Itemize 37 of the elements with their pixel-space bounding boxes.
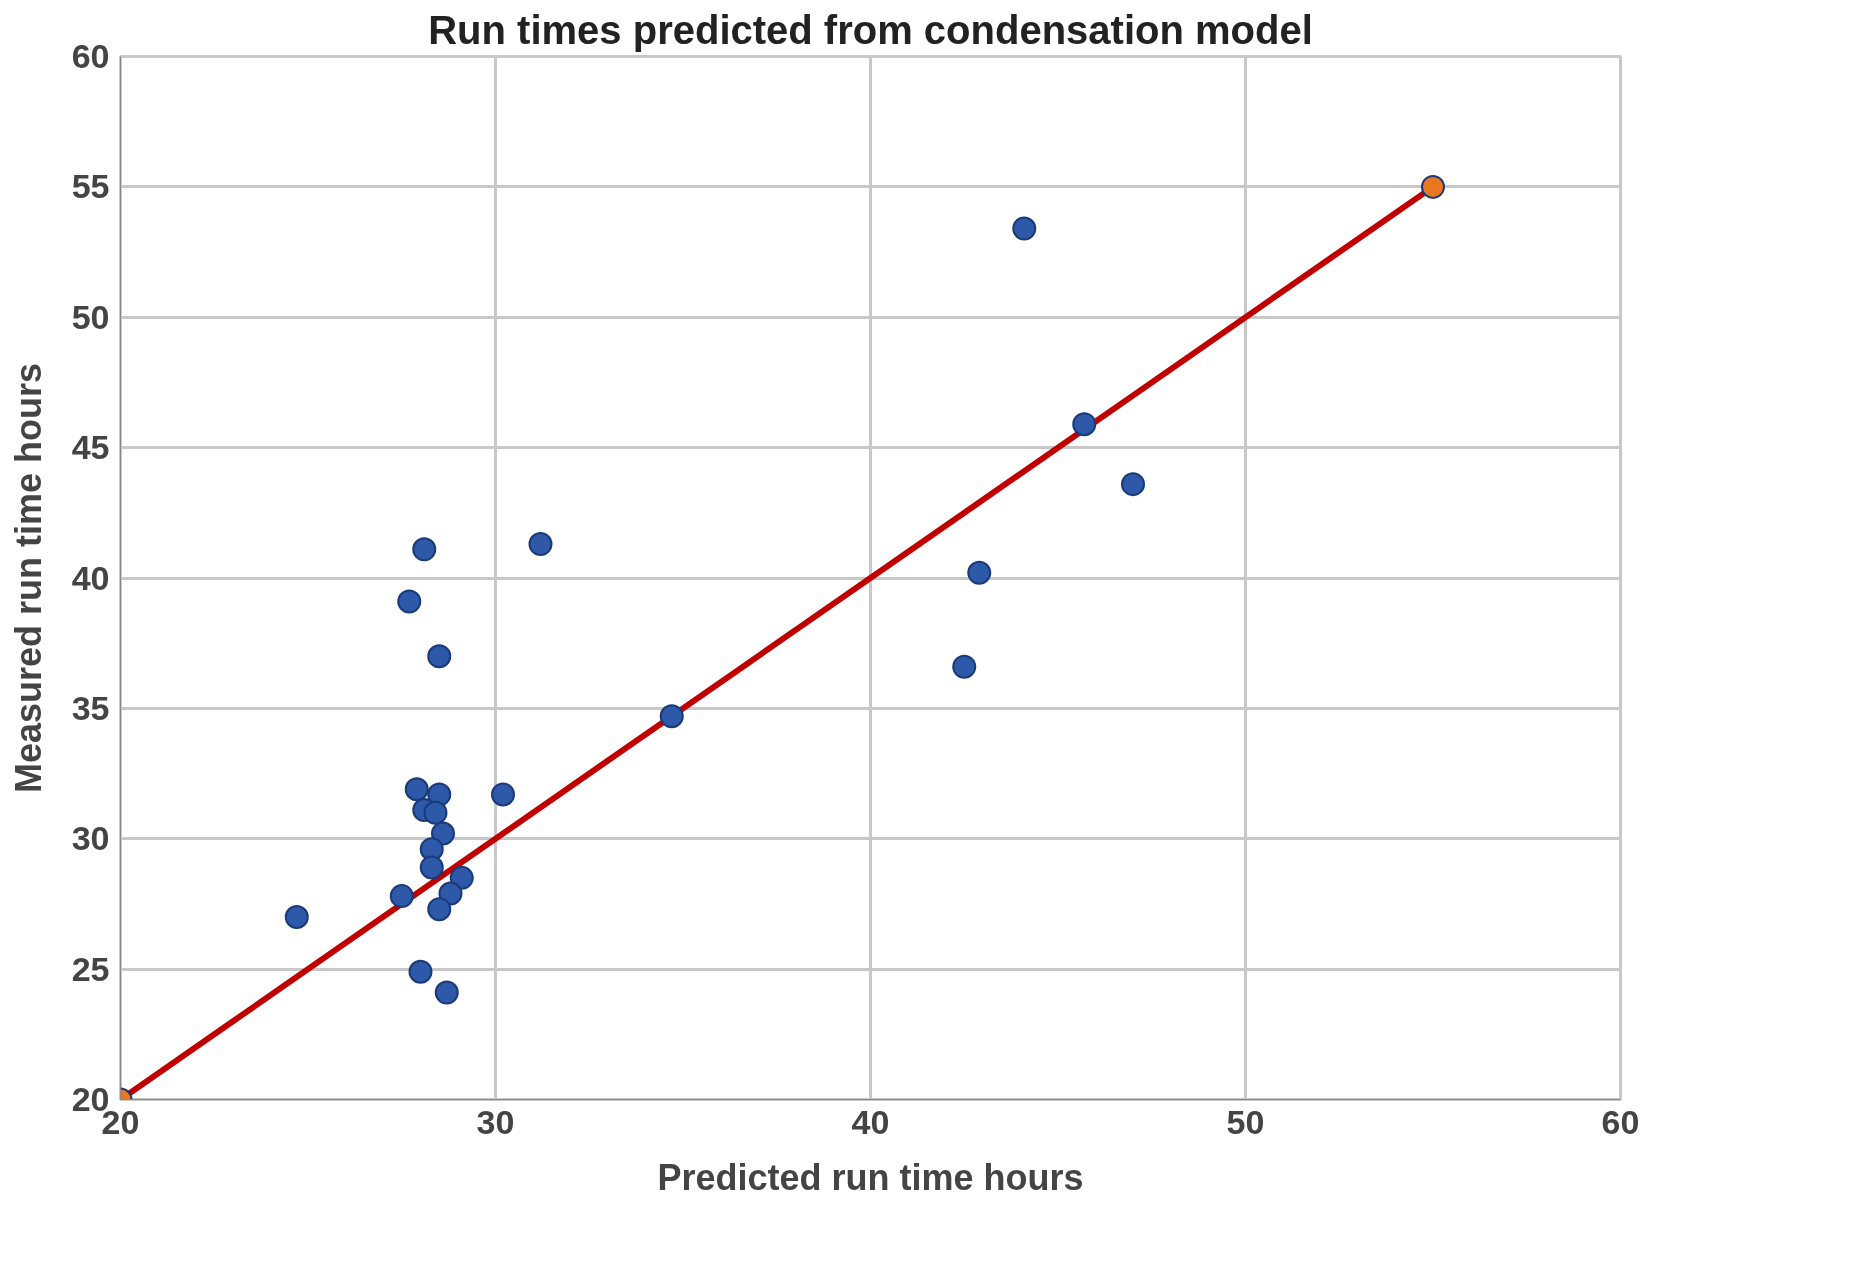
y-axis-title: Measured run time hours [7,362,49,794]
point [419,855,444,880]
point [431,821,455,846]
point [528,532,553,557]
y-tick-label: 25 [71,949,110,988]
y-tick-label: 40 [71,558,110,597]
point [491,782,515,807]
y-tick-label: 30 [71,819,110,858]
point [408,959,433,984]
point [1072,412,1097,437]
point [1421,174,1445,199]
x-tick-label: 60 [1601,1102,1640,1141]
x-tick-label: 40 [851,1102,890,1141]
point [449,865,474,890]
point [423,800,448,825]
chart-title: Run times predicted from condensation model [428,7,1313,52]
point [412,537,437,562]
y-tick-label: 55 [71,167,110,206]
y-tick-label: 45 [71,428,110,467]
y-tick-label: 35 [71,688,110,727]
point [284,905,309,929]
point [427,644,452,669]
point [952,654,977,679]
y-tick-label: 50 [71,297,110,336]
point [659,704,684,729]
x-axis-title: Predicted run time hours [657,1156,1084,1198]
point [397,589,422,614]
point [404,777,429,802]
point [1121,472,1145,497]
y-tick-label: 60 [71,37,110,75]
point [434,980,459,1005]
x-tick-label: 30 [476,1102,515,1141]
point [389,884,414,909]
point [967,560,992,585]
point [1012,216,1037,241]
x-tick-label: 50 [1226,1102,1265,1141]
point [427,897,452,922]
